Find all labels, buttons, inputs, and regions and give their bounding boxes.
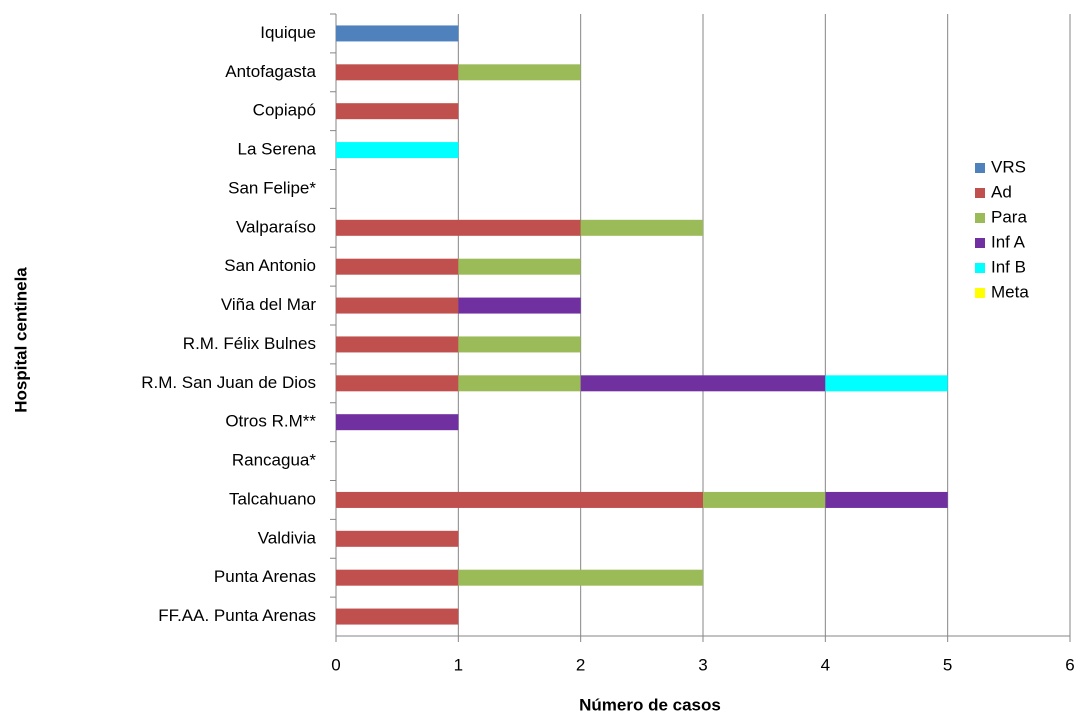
bar-segment: [336, 103, 459, 120]
y-tick-label: San Felipe*: [228, 178, 316, 197]
bar-segment: [458, 375, 581, 392]
legend-swatch: [975, 188, 985, 198]
y-tick-label: Talcahuano: [229, 489, 316, 508]
legend-swatch: [975, 288, 985, 298]
bar-segment: [458, 569, 703, 586]
bar-segment: [336, 569, 459, 586]
bar-segment: [825, 491, 948, 508]
y-tick-label: Valparaíso: [236, 217, 316, 236]
y-tick-label: Viña del Mar: [221, 295, 316, 314]
bar-segment: [336, 219, 581, 236]
legend-swatch: [975, 163, 985, 173]
x-tick-label: 3: [698, 655, 707, 674]
bar-segment: [703, 491, 826, 508]
legend-label: Para: [991, 207, 1027, 226]
y-axis-title: Hospital centinela: [11, 267, 30, 413]
legend-label: VRS: [991, 157, 1026, 176]
y-tick-label: San Antonio: [224, 256, 316, 275]
y-tick-label: Punta Arenas: [214, 567, 316, 586]
x-tick-label: 0: [331, 655, 340, 674]
bar-segment: [336, 530, 459, 547]
bar-segment: [336, 414, 459, 431]
y-tick-label: R.M. San Juan de Dios: [141, 373, 316, 392]
y-tick-label: Copiapó: [253, 101, 316, 120]
bar-segment: [336, 258, 459, 275]
bar-segment: [336, 336, 459, 353]
y-tick-label: La Serena: [238, 140, 317, 159]
bar-segment: [825, 375, 948, 392]
legend-label: Inf B: [991, 257, 1026, 276]
bar-segment: [336, 491, 703, 508]
y-tick-label: Rancagua*: [232, 451, 317, 470]
y-tick-label: Valdivia: [258, 528, 317, 547]
legend-swatch: [975, 263, 985, 273]
legend-label: Meta: [991, 282, 1029, 301]
bar-segment: [336, 375, 459, 392]
bar-segment: [580, 375, 826, 392]
y-tick-label: R.M. Félix Bulnes: [183, 334, 316, 353]
x-tick-label: 4: [821, 655, 830, 674]
bar-segment: [458, 258, 581, 275]
bar-segment: [580, 219, 703, 236]
bar-segment: [336, 297, 459, 314]
bar-segment: [336, 142, 459, 159]
legend-swatch: [975, 213, 985, 223]
legend-swatch: [975, 238, 985, 248]
bar-segment: [336, 608, 459, 625]
x-axis-title: Número de casos: [579, 695, 721, 714]
legend-label: Ad: [991, 182, 1012, 201]
x-tick-label: 6: [1065, 655, 1074, 674]
y-tick-label: Iquique: [260, 23, 316, 42]
x-tick-label: 1: [454, 655, 463, 674]
y-tick-label: Otros R.M**: [225, 412, 316, 431]
y-tick-label: FF.AA. Punta Arenas: [158, 606, 316, 625]
y-tick-label: Antofagasta: [225, 62, 316, 81]
bar-segment: [458, 64, 581, 81]
x-tick-label: 5: [943, 655, 952, 674]
bar-segment: [336, 25, 459, 42]
legend-label: Inf A: [991, 232, 1026, 251]
bar-segment: [458, 297, 581, 314]
bar-segment: [336, 64, 459, 81]
x-tick-label: 2: [576, 655, 585, 674]
bar-segment: [458, 336, 581, 353]
